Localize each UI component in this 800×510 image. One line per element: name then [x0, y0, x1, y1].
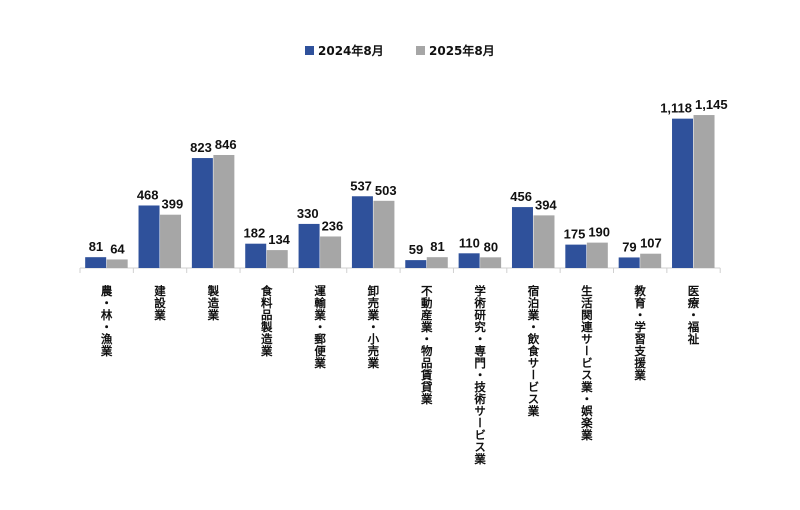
bar-2024 [351, 196, 373, 268]
bar-2025 [693, 115, 715, 268]
bar-2025 [320, 236, 342, 268]
data-label: 110 [459, 235, 480, 250]
data-label: 81 [430, 239, 444, 254]
category-label: 医療・福祉 [686, 285, 701, 345]
data-label: 399 [162, 197, 184, 212]
bar-2025 [266, 250, 288, 268]
bar-2024 [298, 223, 320, 268]
data-label: 134 [268, 232, 290, 247]
bar-2025 [533, 215, 555, 268]
data-label: 64 [110, 241, 125, 256]
legend: 2024年8月 2025年8月 [0, 42, 800, 62]
bar-2024 [565, 244, 587, 268]
data-label: 456 [510, 189, 532, 204]
category-label: 学術研究・専門・技術サービス業 [473, 285, 488, 465]
category-label: 卸売業・小売業 [366, 285, 381, 369]
category-label: 宿泊業・飲食サービス業 [526, 285, 541, 417]
data-label: 236 [322, 218, 344, 233]
data-label: 182 [244, 226, 266, 241]
data-label: 1,118 [660, 101, 692, 116]
data-label: 330 [297, 206, 319, 221]
data-label: 537 [350, 178, 372, 193]
bar-2025 [426, 257, 448, 268]
bar-2025 [640, 253, 662, 268]
bar-2025 [373, 200, 395, 268]
bar-2024 [458, 253, 480, 268]
data-label: 846 [215, 137, 237, 152]
data-label: 79 [622, 239, 636, 254]
category-label: 生活関連サービス業・娯楽業 [579, 285, 594, 441]
bar-2025 [160, 214, 182, 268]
category-label: 農・林・漁業 [99, 285, 114, 357]
bar-2024 [511, 207, 533, 268]
legend-swatch-2024 [305, 46, 314, 55]
bar-2024 [245, 243, 267, 268]
legend-label-2024: 2024年8月 [318, 44, 384, 58]
data-label: 190 [588, 225, 610, 240]
bar-2024 [672, 118, 694, 268]
data-label: 468 [137, 187, 159, 202]
bar-2025 [213, 154, 235, 268]
bar-2024 [85, 257, 107, 268]
data-label: 823 [190, 140, 212, 155]
category-label: 食料品製造業 [259, 285, 274, 357]
legend-item-2025: 2025年8月 [416, 42, 495, 59]
bar-2024 [191, 158, 213, 268]
bar-2025 [480, 257, 502, 268]
bar-2025 [106, 259, 128, 268]
category-label: 教育・学習支援業 [633, 285, 648, 381]
legend-label-2025: 2025年8月 [429, 44, 495, 58]
category-label: 製造業 [206, 285, 221, 321]
data-label: 81 [89, 239, 103, 254]
bar-2024 [138, 205, 160, 268]
legend-swatch-2025 [416, 46, 425, 55]
bar-2025 [586, 242, 608, 268]
bar-2024 [618, 257, 640, 268]
category-label: 建設業 [153, 285, 168, 321]
data-label: 1,145 [695, 97, 728, 112]
data-label: 503 [375, 183, 397, 198]
category-label: 運輸業・郵便業 [313, 285, 328, 369]
data-label: 80 [484, 239, 498, 254]
data-label: 175 [564, 227, 586, 242]
data-label: 107 [640, 236, 662, 251]
data-label: 59 [409, 242, 423, 257]
category-label: 不動産業・物品賃貸業 [419, 285, 434, 405]
bar-2024 [405, 260, 427, 268]
data-label: 394 [535, 197, 557, 212]
legend-item-2024: 2024年8月 [305, 42, 384, 59]
